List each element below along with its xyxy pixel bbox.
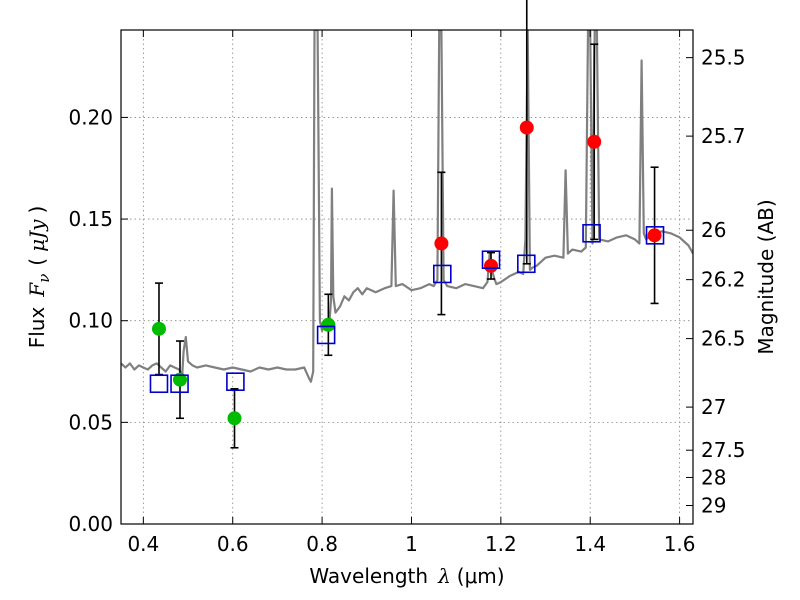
errorbar-layer bbox=[154, 0, 659, 449]
y-axis-label-close: ) bbox=[25, 206, 49, 214]
ground-photometry-point bbox=[227, 411, 242, 426]
x-tick-label: 1.2 bbox=[485, 532, 517, 556]
x-axis-label: Wavelength λ (μm) bbox=[309, 564, 504, 588]
y-tick-label: 0.00 bbox=[68, 512, 113, 536]
marker-layer bbox=[149, 120, 665, 426]
x-tick-label: 0.8 bbox=[306, 532, 338, 556]
ground-photometry-point bbox=[172, 372, 187, 387]
ground-photometry-point bbox=[321, 317, 336, 332]
y-axis-label: Flux Fν ( μJy) bbox=[25, 206, 53, 349]
x-tick-label: 1.6 bbox=[664, 532, 696, 556]
model-square-marker bbox=[149, 374, 169, 394]
grid bbox=[121, 30, 693, 525]
nir-photometry-point bbox=[519, 120, 534, 135]
x-tick-label: 1.4 bbox=[574, 532, 606, 556]
nir-photometry-point bbox=[434, 236, 449, 251]
nir-photometry-point bbox=[484, 258, 499, 273]
model-square-marker bbox=[481, 250, 501, 270]
mag-tick-label: 28 bbox=[701, 465, 726, 489]
y2-axis-label: Magnitude (AB) bbox=[754, 199, 778, 354]
model-square-marker bbox=[226, 372, 245, 391]
mag-tick-label: 26.5 bbox=[701, 327, 746, 351]
x-axis-label-prefix: Wavelength bbox=[309, 564, 428, 588]
mag-tick-label: 26.2 bbox=[701, 268, 746, 292]
model-square-marker bbox=[316, 325, 336, 345]
mag-tick-label: 25.5 bbox=[701, 46, 746, 70]
model-square-marker bbox=[517, 254, 536, 274]
mag-tick-label: 27.5 bbox=[701, 438, 746, 462]
mag-tick-label: 26 bbox=[701, 218, 726, 242]
y-axis-label-prefix: Flux bbox=[25, 307, 49, 349]
y-axis-label-symbol: F bbox=[25, 282, 49, 298]
y-tick-label: 0.20 bbox=[68, 105, 113, 129]
nir-photometry-point bbox=[647, 228, 662, 243]
x-axis-label-unit: (μm) bbox=[457, 564, 505, 588]
spectrum-layer bbox=[121, 30, 693, 383]
y-tick-label: 0.10 bbox=[68, 309, 113, 333]
y-axis-label-open: ( bbox=[25, 258, 49, 266]
mag-tick-label: 29 bbox=[701, 494, 726, 518]
nir-photometry-point bbox=[587, 134, 602, 149]
x-tick-label: 0.4 bbox=[127, 532, 159, 556]
x-tick-label: 0.6 bbox=[217, 532, 249, 556]
ground-photometry-point bbox=[151, 321, 166, 336]
y-axis-label-subscript: ν bbox=[35, 274, 53, 283]
plot-frame bbox=[120, 29, 694, 525]
model-square-marker bbox=[645, 226, 665, 245]
x-tick-label: 1 bbox=[405, 532, 418, 556]
mag-tick-label: 27 bbox=[701, 395, 726, 419]
mag-tick-label: 25.7 bbox=[701, 124, 746, 148]
model-square-marker bbox=[582, 223, 601, 243]
x-axis-label-symbol: λ bbox=[437, 564, 451, 588]
model-square-marker bbox=[170, 374, 189, 394]
y-tick-label: 0.05 bbox=[68, 410, 113, 434]
y-axis-label-unit: μJy bbox=[25, 219, 49, 252]
spectrum-line bbox=[121, 30, 693, 383]
axis-layer: 0.4 0.6 0.8 1 1.2 1.4 1.6 0.00 0.05 0.10 0.15 0.20 2… bbox=[68, 30, 746, 556]
y-tick-label: 0.15 bbox=[68, 207, 113, 231]
model-square-marker bbox=[433, 264, 452, 284]
